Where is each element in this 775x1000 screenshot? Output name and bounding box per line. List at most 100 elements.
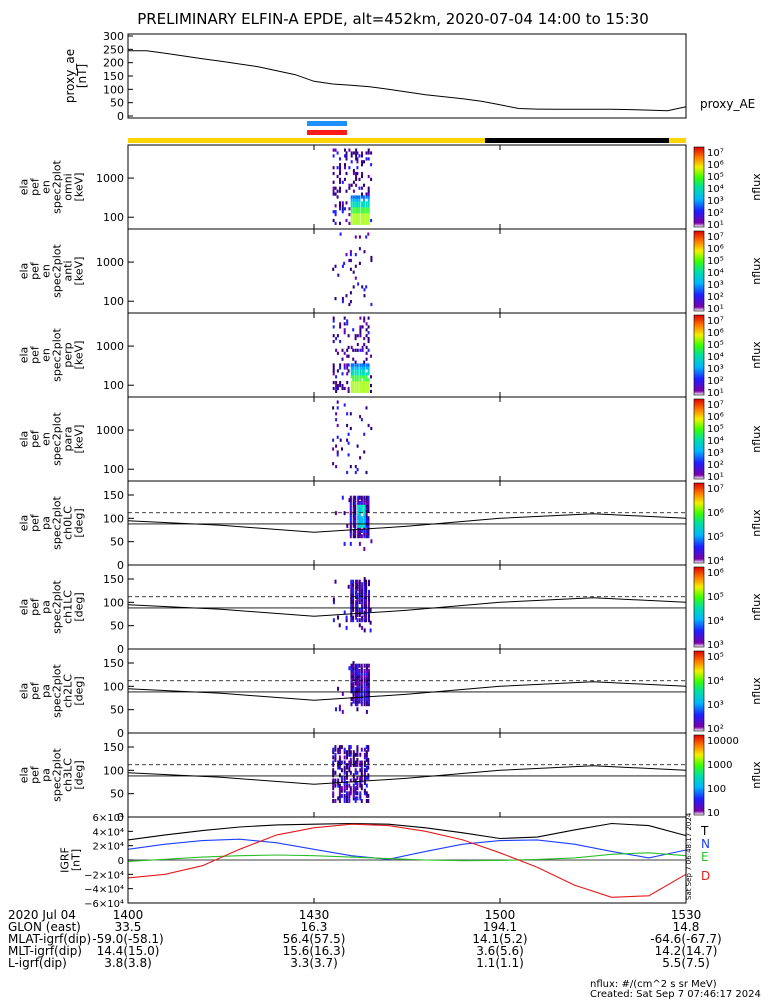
pitch-angle-cell <box>337 765 340 770</box>
spectrogram-cell <box>339 201 341 205</box>
pa_ch0-ylabel: pa <box>40 516 53 530</box>
spectrogram-cell <box>356 389 359 393</box>
proxy-ae-ytick-label: 200 <box>103 57 124 70</box>
spectrogram-cell <box>334 210 337 214</box>
ytick-label: 50 <box>110 620 124 633</box>
spectrogram-cell <box>352 386 355 391</box>
spectrogram-cell <box>354 334 357 338</box>
colorbar-title: nflux <box>750 593 763 621</box>
spectrogram-cell <box>363 375 366 379</box>
colorbar-label: 10¹ <box>707 304 724 315</box>
pitch-angle-cell <box>354 791 357 796</box>
pitch-angle-cell <box>350 595 353 600</box>
pitch-angle-cell <box>358 686 361 691</box>
spectrogram-cell <box>348 148 351 152</box>
spectrogram-cell <box>355 171 358 176</box>
spectrogram-cell <box>363 204 365 208</box>
pitch-angle-cell <box>332 778 335 783</box>
pitch-angle-cell <box>365 505 368 510</box>
spectrogram-cell <box>336 386 339 391</box>
igrf-legend-N: N <box>701 837 710 851</box>
pitch-angle-cell <box>349 752 352 757</box>
spectrogram-cell <box>365 213 368 217</box>
spectrogram-cell <box>352 195 355 199</box>
spectrogram-cell <box>345 171 348 176</box>
spectrogram-cell <box>365 195 368 199</box>
pitch-angle-cell <box>360 516 363 521</box>
spectrogram-cell <box>354 389 357 393</box>
pitch-angle-cell <box>349 495 352 500</box>
pitch-angle-cell <box>352 786 355 791</box>
spectrogram-cell <box>336 151 339 155</box>
pitch-angle-cell <box>352 796 355 801</box>
proxy-ae-ytick-label: 250 <box>103 43 124 56</box>
pitch-angle-cell <box>365 518 368 523</box>
spectrogram-cell <box>348 186 351 190</box>
pitch-angle-cell <box>348 783 351 788</box>
colorbar-label: 10⁷ <box>707 400 724 411</box>
pitch-angle-cell <box>352 783 355 788</box>
pitch-angle-cell <box>349 526 352 531</box>
pitch-angle-cell <box>368 597 370 602</box>
spectrogram-cell <box>335 389 338 393</box>
igrf-ytick-label: −2×10⁴ <box>84 870 124 881</box>
pa_ch2-ylabel: pa <box>40 684 53 698</box>
pitch-angle-cell <box>332 770 335 775</box>
pitch-angle-cell <box>355 600 358 605</box>
spectrogram-cell <box>352 216 355 220</box>
pitch-angle-cell <box>367 681 370 686</box>
ytick-label: 100 <box>103 379 124 392</box>
colorbar-label: 10⁵ <box>707 592 724 603</box>
pitch-angle-cell <box>365 529 368 533</box>
spectrogram-cell <box>370 255 373 260</box>
spectrogram-cell <box>334 186 337 190</box>
spectrogram-cell <box>356 195 359 199</box>
pitch-angle-cell <box>356 684 359 689</box>
pitch-angle-cell <box>356 613 359 617</box>
ytick-label: 50 <box>110 788 124 801</box>
pitch-angle-cell <box>348 796 351 801</box>
pitch-angle-cell <box>363 511 366 516</box>
pitch-angle-cell <box>360 778 363 783</box>
pitch-angle-cell <box>350 587 353 592</box>
pitch-angle-cell <box>356 699 359 704</box>
pitch-angle-cell <box>338 745 341 750</box>
pitch-angle-cell <box>356 605 359 610</box>
pitch-angle-cell <box>363 531 366 536</box>
spectrogram-cell <box>367 372 370 376</box>
spectrogram-cell <box>365 322 368 326</box>
spectrogram-cell <box>352 204 355 208</box>
pitch-angle-cell <box>340 786 343 791</box>
pitch-angle-cell <box>356 595 359 600</box>
pitch-angle-cell <box>365 686 368 691</box>
spectrogram-cell <box>367 157 370 161</box>
pitch-angle-cell <box>363 618 366 623</box>
pitch-angle-cell <box>354 526 357 531</box>
spectrogram-cell <box>352 369 355 373</box>
spectrogram-cell <box>365 345 368 349</box>
spectrogram-cell <box>367 198 370 202</box>
spectrogram-cell <box>345 218 348 223</box>
spectrogram-cell <box>356 218 359 223</box>
spectrogram-cell <box>341 207 344 211</box>
spectrogram-cell <box>361 216 363 220</box>
spec_perp-ylabel: pef <box>29 345 42 364</box>
pa_ch1-ylabel: pef <box>29 597 42 616</box>
pitch-angle-cell <box>350 602 353 607</box>
spectrogram-cell <box>363 363 366 367</box>
spectrogram-cell <box>361 384 364 388</box>
pitch-angle-cell <box>358 668 361 673</box>
pitch-angle-cell <box>345 615 348 620</box>
igrf-legend-E: E <box>701 850 709 864</box>
spectrogram-cell <box>332 210 335 214</box>
pitch-angle-cell <box>357 513 360 518</box>
spectrogram-cell <box>359 456 362 460</box>
spectrogram-cell <box>339 363 342 367</box>
pitch-angle-cell <box>346 752 348 757</box>
pitch-angle-cell <box>343 796 346 801</box>
pitch-angle-cell <box>356 786 359 791</box>
pitch-angle-cell <box>343 770 346 775</box>
pitch-angle-cell <box>354 691 357 696</box>
pitch-angle-cell <box>363 500 366 505</box>
